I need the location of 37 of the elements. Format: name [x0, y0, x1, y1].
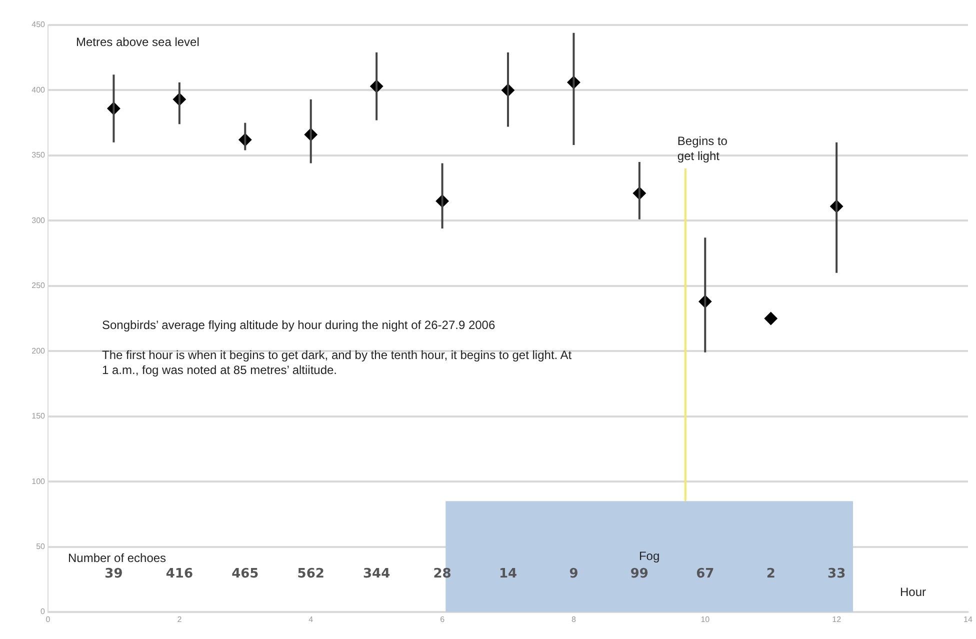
y-tick-label: 200	[32, 346, 46, 356]
text: The first hour is when it begins to get dark, and by the tenth hour, it begins to get light. At 1 a.m., fog was noted at 85 metres’ altiitude.	[102, 348, 572, 378]
annotation: 67	[696, 566, 714, 582]
annotation: 39	[104, 566, 123, 582]
y-tick-label: 300	[32, 216, 46, 225]
x-tick-label: 2	[177, 615, 182, 624]
y-tick-label: 50	[36, 542, 46, 551]
annotation: Number of echoes	[68, 551, 166, 566]
text: Songbirds’ average flying altitude by hour during the night of 26-27.9 2006	[102, 318, 496, 333]
y-tick-label: 400	[32, 85, 46, 94]
annotation: 416	[166, 566, 193, 582]
annotation: 99	[630, 566, 648, 582]
annotation: Begins to get light	[677, 134, 728, 163]
annotation: 344	[363, 566, 390, 582]
annotation: 14	[498, 566, 518, 582]
y-tick-label: 0	[40, 607, 46, 616]
annotation: 562	[297, 566, 324, 582]
annotation: 9	[569, 566, 578, 582]
annotation: 33	[828, 566, 846, 582]
x-tick-label: 8	[571, 615, 576, 624]
x-tick-label: 10	[700, 615, 710, 624]
x-axis-title: Hour	[900, 585, 926, 600]
series-label: Fog	[638, 548, 660, 563]
x-tick-label: 14	[964, 615, 973, 624]
y-axis-title: Metres above sea level	[76, 35, 200, 50]
annotation: 465	[232, 566, 259, 582]
point	[764, 312, 778, 325]
y-tick-label: 450	[32, 20, 46, 30]
annotation: 2	[766, 566, 776, 582]
y-tick-label: 250	[32, 281, 46, 290]
y-tick-label: 100	[32, 476, 46, 486]
x-tick-label: 12	[832, 615, 842, 624]
y-tick-label: 150	[32, 412, 46, 421]
x-tick-label: 6	[440, 615, 446, 624]
x-tick-label: 4	[308, 615, 314, 624]
annotation: 28	[433, 566, 452, 582]
y-tick-label: 350	[32, 150, 46, 160]
